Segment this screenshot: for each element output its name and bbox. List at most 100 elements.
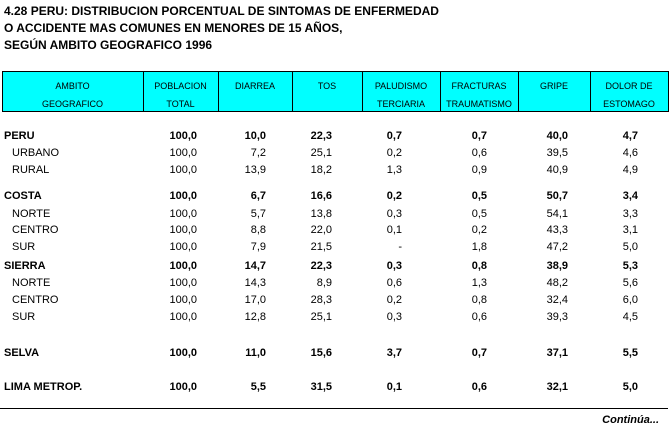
cell: 39,5	[546, 147, 568, 159]
cell: 100,0	[169, 381, 197, 393]
row-label: NORTE	[12, 277, 51, 289]
cell: 0,7	[471, 130, 487, 142]
row-label: SELVA	[4, 347, 40, 359]
cell: 3,3	[622, 208, 638, 220]
footer: Continúa...	[602, 414, 659, 426]
cell: 10,0	[244, 130, 266, 142]
header-cell	[143, 71, 219, 112]
row-label: CENTRO	[12, 224, 59, 236]
cell: 0,3	[386, 208, 402, 220]
title-line: SEGÚN AMBITO GEOGRAFICO 1996	[4, 38, 213, 52]
cell: 100,0	[169, 294, 197, 306]
cell: 100,0	[169, 347, 197, 359]
header-label: PALUDISMO	[374, 81, 428, 91]
cell: 0,1	[386, 381, 402, 393]
cell: 100,0	[169, 147, 197, 159]
cell: 5,5	[250, 381, 266, 393]
cell: 5,0	[622, 241, 638, 253]
header-label: DOLOR DE	[605, 81, 653, 91]
cell: 6,7	[250, 190, 266, 202]
cell: 3,7	[386, 347, 402, 359]
cell: 100,0	[169, 190, 197, 202]
cell: 0,3	[386, 260, 402, 272]
header-label: FRACTURAS	[451, 81, 507, 91]
cell: 11,0	[245, 347, 266, 359]
cell: 0,6	[386, 277, 402, 289]
cell: 0,2	[386, 190, 402, 202]
bottom-rule	[0, 408, 668, 409]
header-cell	[218, 71, 293, 112]
cell: 100,0	[169, 241, 197, 253]
cell: 0,3	[386, 311, 402, 323]
cell: 4,7	[622, 130, 638, 142]
cell: 21,5	[310, 241, 332, 253]
cell: 47,2	[546, 241, 568, 253]
cell: 0,2	[471, 224, 487, 236]
cell: 100,0	[169, 260, 197, 272]
cell: 40,9	[546, 164, 568, 176]
cell: 0,5	[471, 208, 487, 220]
header-label: AMBITO	[55, 81, 90, 91]
cell: 5,5	[622, 347, 638, 359]
row-label: CENTRO	[12, 294, 59, 306]
cell: 25,1	[310, 311, 332, 323]
row-label: URBANO	[12, 147, 60, 159]
header-label: DIARREA	[234, 81, 275, 91]
cell: 13,8	[310, 208, 332, 220]
cell: 5,0	[622, 381, 638, 393]
cell: 25,1	[310, 147, 332, 159]
row-label: COSTA	[4, 190, 42, 202]
cell: 0,5	[471, 190, 487, 202]
header-cell	[440, 71, 519, 112]
cell: 1,3	[471, 277, 487, 289]
cell: 1,3	[386, 164, 402, 176]
title-line: O ACCIDENTE MAS COMUNES EN MENORES DE 15…	[4, 21, 343, 35]
cell: 0,1	[386, 224, 402, 236]
cell: 4,6	[622, 147, 638, 159]
cell: 5,7	[250, 208, 266, 220]
cell: 32,1	[546, 381, 568, 393]
cell: 13,9	[244, 164, 266, 176]
header-cell	[518, 71, 591, 112]
cell: 22,3	[310, 130, 332, 142]
row-label: SUR	[12, 241, 36, 253]
cell: 6,0	[622, 294, 638, 306]
cell: 5,3	[622, 260, 638, 272]
cell: 0,8	[471, 294, 487, 306]
cell: 54,1	[546, 208, 568, 220]
header-label: TRAUMATISMO	[446, 99, 512, 109]
cell: 14,7	[244, 260, 266, 272]
cell: 0,6	[471, 147, 487, 159]
row-label: LIMA METROP.	[4, 381, 83, 393]
header-label: TOTAL	[166, 99, 195, 109]
cell: 4,9	[622, 164, 638, 176]
cell: 5,6	[622, 277, 638, 289]
cell: 100,0	[169, 224, 197, 236]
cell: 37,1	[546, 347, 568, 359]
cell: 14,3	[244, 277, 266, 289]
cell: 100,0	[169, 277, 197, 289]
cell: -	[398, 241, 402, 253]
cell: 7,9	[250, 241, 266, 253]
row-label: PERU	[4, 130, 35, 142]
cell: 22,0	[310, 224, 332, 236]
header-cell	[362, 71, 441, 112]
cell: 0,2	[386, 294, 402, 306]
cell: 16,6	[310, 190, 332, 202]
row-label: NORTE	[12, 208, 51, 220]
cell: 8,8	[250, 224, 266, 236]
cell: 0,8	[471, 260, 487, 272]
cell: 3,4	[622, 190, 638, 202]
cell: 0,7	[386, 130, 402, 142]
cell: 0,6	[471, 311, 487, 323]
header-label: ESTOMAGO	[603, 99, 655, 109]
cell: 28,3	[310, 294, 332, 306]
row-label: SIERRA	[4, 260, 46, 272]
cell: 7,2	[250, 147, 266, 159]
cell: 100,0	[169, 208, 197, 220]
cell: 38,9	[546, 260, 568, 272]
title-line: 4.28 PERU: DISTRIBUCION PORCENTUAL DE SI…	[4, 4, 439, 18]
header-label: TOS	[317, 81, 337, 91]
row-label: RURAL	[12, 164, 50, 176]
